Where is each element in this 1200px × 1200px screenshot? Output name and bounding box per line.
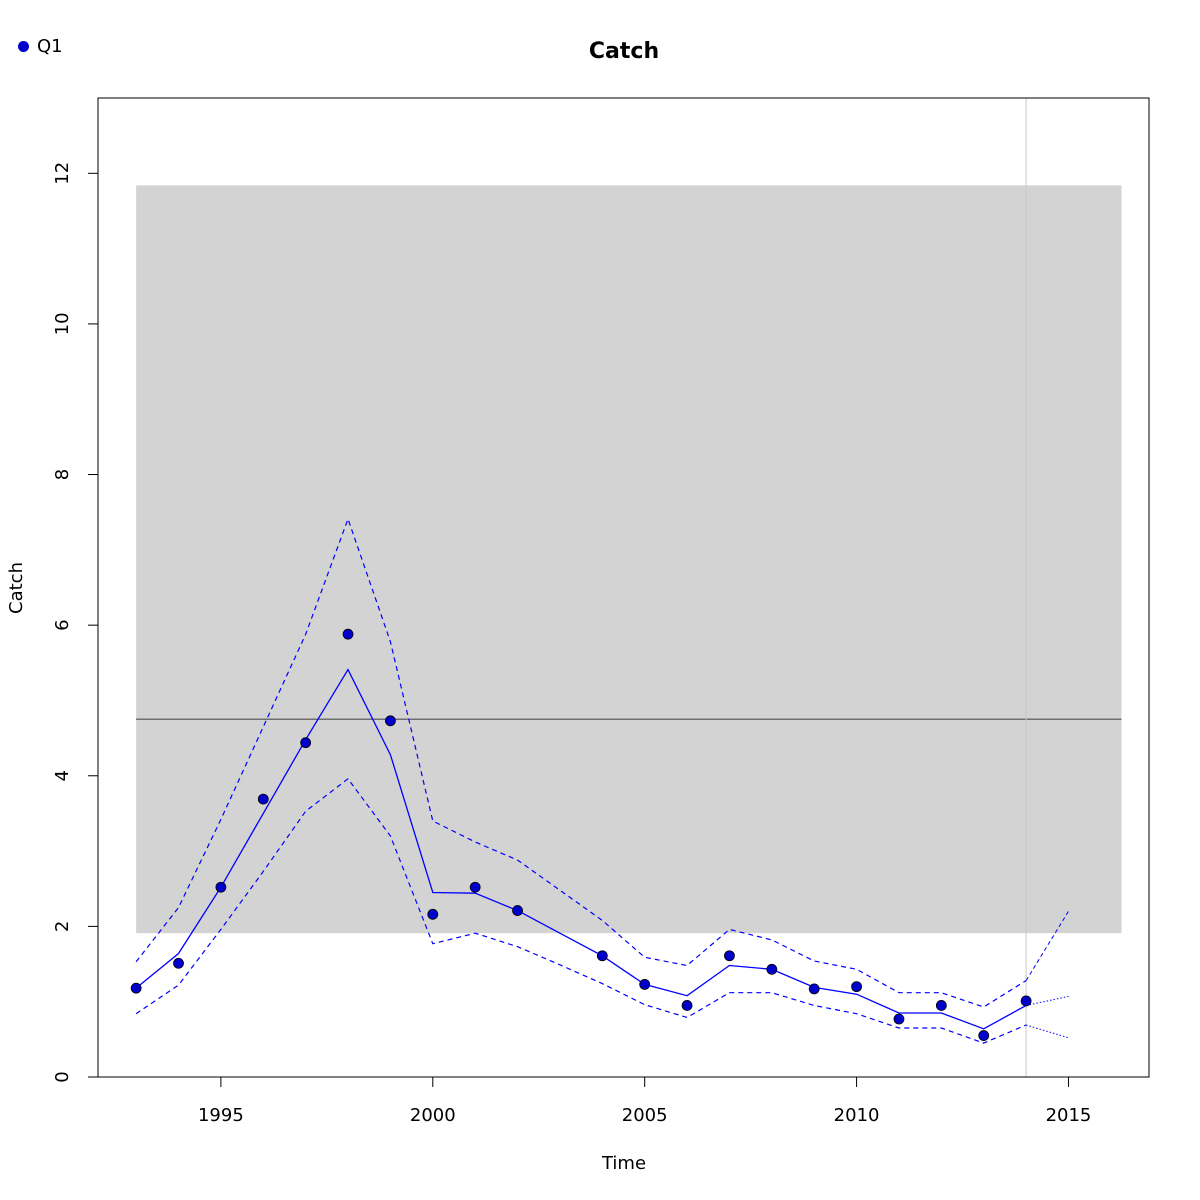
legend: Q1: [18, 36, 63, 57]
x-tick-label: 1995: [198, 1105, 244, 1126]
y-tick-label: 8: [52, 469, 73, 480]
forecast-lower-line: [1025, 1024, 1069, 1039]
data-point: [173, 957, 184, 969]
data-point: [639, 978, 651, 990]
data-point: [257, 793, 269, 805]
forecast-fitted-line: [1025, 995, 1069, 1006]
data-point: [724, 950, 735, 962]
data-point: [215, 881, 227, 893]
x-tick-label: 2005: [622, 1105, 668, 1126]
data-point: [1020, 995, 1032, 1007]
lower-bound-line: [135, 777, 1027, 1044]
y-tick-label: 4: [52, 770, 73, 781]
data-point: [681, 1000, 693, 1011]
y-tick-label: 0: [52, 1071, 73, 1082]
data-point: [851, 981, 862, 993]
points-layer: [130, 628, 1032, 1041]
data-point: [342, 628, 354, 640]
data-point: [427, 908, 439, 920]
axes-layer: 1995 2000 2005 2010 2015 0 2 4 6 8 10 12: [52, 162, 1091, 1126]
y-tick-label: 2: [52, 921, 73, 932]
fitted-line: [135, 668, 1027, 1030]
data-point: [469, 881, 481, 893]
x-tick-label: 2015: [1046, 1105, 1092, 1126]
data-point: [893, 1013, 905, 1025]
x-tick-label: 2000: [410, 1105, 456, 1126]
chart-title: Catch: [589, 39, 659, 64]
data-point: [808, 983, 820, 995]
data-point: [766, 963, 778, 975]
y-tick-label: 6: [52, 619, 73, 630]
y-tick-label: 10: [52, 312, 73, 335]
legend-label: Q1: [37, 36, 63, 57]
data-point: [512, 905, 523, 916]
upper-bound-line: [135, 517, 1027, 1008]
y-axis-label: Catch: [6, 562, 27, 614]
data-point: [385, 715, 396, 727]
data-point: [978, 1030, 990, 1041]
reference-band: [136, 185, 1122, 934]
x-tick-label: 2010: [834, 1105, 880, 1126]
band-layer: [136, 98, 1122, 1077]
data-point: [130, 982, 142, 994]
data-point: [596, 950, 608, 962]
y-tick-label: 12: [52, 162, 73, 185]
data-point: [300, 737, 312, 749]
legend-marker-icon: [18, 41, 29, 52]
data-point: [935, 1000, 947, 1011]
lines-layer: [135, 517, 1069, 1044]
x-axis-label: Time: [601, 1153, 646, 1174]
